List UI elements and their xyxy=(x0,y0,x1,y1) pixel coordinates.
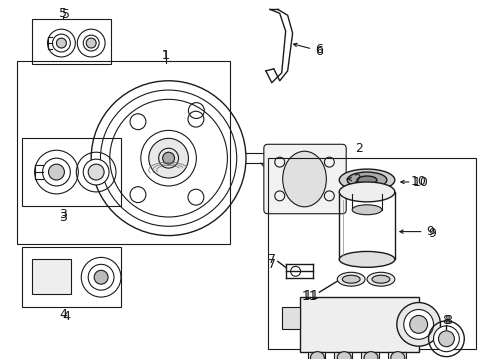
Ellipse shape xyxy=(48,164,64,180)
Ellipse shape xyxy=(86,38,96,48)
Text: 9: 9 xyxy=(427,227,436,240)
Text: 6: 6 xyxy=(315,42,323,55)
Bar xyxy=(307,352,325,360)
Ellipse shape xyxy=(83,159,109,185)
Bar xyxy=(32,260,71,294)
Ellipse shape xyxy=(83,35,99,51)
Ellipse shape xyxy=(409,315,427,333)
Bar xyxy=(387,352,405,360)
Bar xyxy=(299,297,418,352)
Ellipse shape xyxy=(356,176,376,184)
Ellipse shape xyxy=(56,38,66,48)
Ellipse shape xyxy=(337,272,365,286)
Text: 2: 2 xyxy=(354,142,362,155)
Ellipse shape xyxy=(396,302,440,346)
Ellipse shape xyxy=(339,182,394,202)
Bar xyxy=(334,352,351,360)
Text: 2: 2 xyxy=(352,172,360,185)
Text: 8: 8 xyxy=(442,314,449,327)
Text: 7: 7 xyxy=(267,258,275,271)
Text: 4: 4 xyxy=(60,309,67,321)
Bar xyxy=(17,61,230,244)
Bar xyxy=(32,19,111,64)
Text: 6: 6 xyxy=(315,45,323,58)
FancyBboxPatch shape xyxy=(264,144,346,214)
Text: 4: 4 xyxy=(62,310,70,323)
Bar xyxy=(21,247,121,307)
Text: 3: 3 xyxy=(60,211,67,224)
Bar xyxy=(267,158,475,349)
Ellipse shape xyxy=(342,275,359,283)
Ellipse shape xyxy=(346,172,386,188)
Ellipse shape xyxy=(310,352,324,360)
Ellipse shape xyxy=(88,264,114,290)
Ellipse shape xyxy=(339,251,394,267)
Text: 10: 10 xyxy=(410,175,426,189)
Ellipse shape xyxy=(433,326,458,352)
Text: 7: 7 xyxy=(267,253,275,266)
Ellipse shape xyxy=(351,205,381,215)
Ellipse shape xyxy=(163,152,174,164)
Text: 10: 10 xyxy=(412,176,427,189)
Ellipse shape xyxy=(366,272,394,286)
Bar xyxy=(360,352,378,360)
Ellipse shape xyxy=(403,310,433,339)
Ellipse shape xyxy=(282,151,325,207)
Ellipse shape xyxy=(337,352,350,360)
Ellipse shape xyxy=(88,164,104,180)
Text: 1: 1 xyxy=(162,49,169,63)
Bar xyxy=(21,138,121,206)
Text: 11: 11 xyxy=(303,289,319,302)
Text: 11: 11 xyxy=(301,289,317,303)
Text: 9: 9 xyxy=(426,225,434,238)
Ellipse shape xyxy=(339,169,394,191)
Ellipse shape xyxy=(390,352,404,360)
Ellipse shape xyxy=(94,270,108,284)
Ellipse shape xyxy=(371,275,389,283)
Text: 8: 8 xyxy=(444,314,451,327)
Text: 3: 3 xyxy=(60,208,67,221)
Ellipse shape xyxy=(364,352,377,360)
Ellipse shape xyxy=(438,331,453,347)
Text: 5: 5 xyxy=(59,7,67,20)
Text: 1: 1 xyxy=(162,49,169,63)
Text: 5: 5 xyxy=(62,8,70,21)
Bar xyxy=(281,307,299,329)
Ellipse shape xyxy=(148,138,188,178)
